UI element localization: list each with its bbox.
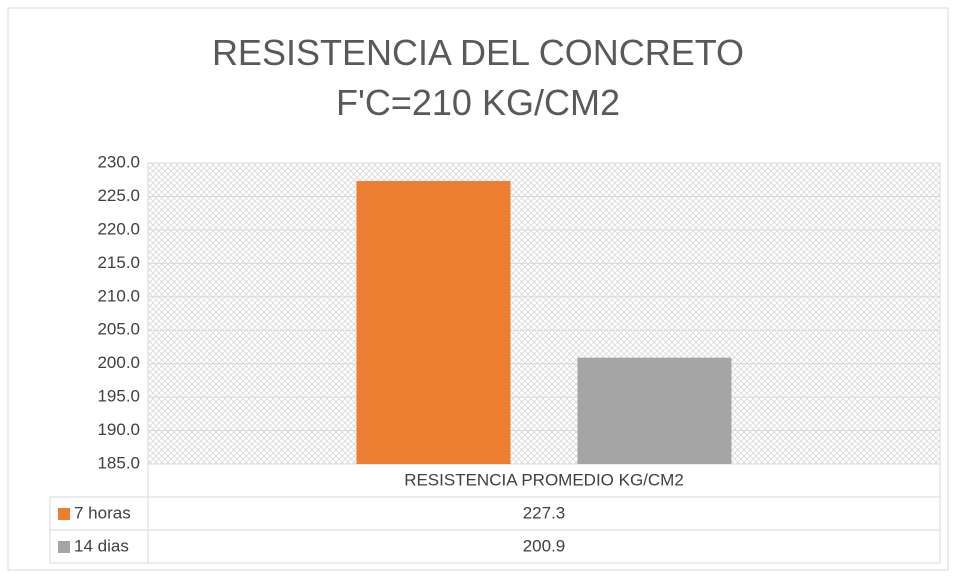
legend-key — [58, 508, 70, 520]
legend-label: 14 dias — [74, 536, 129, 555]
y-tick-label: 205.0 — [97, 320, 140, 339]
x-tick-label: RESISTENCIA PROMEDIO KG/CM2 — [404, 470, 684, 489]
legend-key — [58, 541, 70, 553]
y-tick-label: 225.0 — [97, 186, 140, 205]
data-table — [49, 464, 941, 564]
y-tick-label: 185.0 — [97, 453, 140, 472]
chart-border — [7, 7, 949, 571]
y-tick-label: 190.0 — [97, 420, 140, 439]
y-tick-label: 195.0 — [97, 387, 140, 406]
y-tick-label: 220.0 — [97, 219, 140, 238]
table-value: 227.3 — [523, 503, 566, 522]
plot-area — [147, 162, 941, 465]
y-tick-label: 215.0 — [97, 253, 140, 272]
table-value: 200.9 — [523, 536, 566, 555]
chart-title: RESISTENCIA DEL CONCRETO F'C=210 KG/CM2 — [211, 32, 745, 123]
y-tick-label: 200.0 — [97, 353, 140, 372]
y-tick-label: 210.0 — [97, 286, 140, 305]
y-tick-label: 230.0 — [97, 152, 140, 171]
legend-label: 7 horas — [74, 503, 131, 522]
bar — [356, 181, 511, 464]
bar — [577, 357, 732, 464]
